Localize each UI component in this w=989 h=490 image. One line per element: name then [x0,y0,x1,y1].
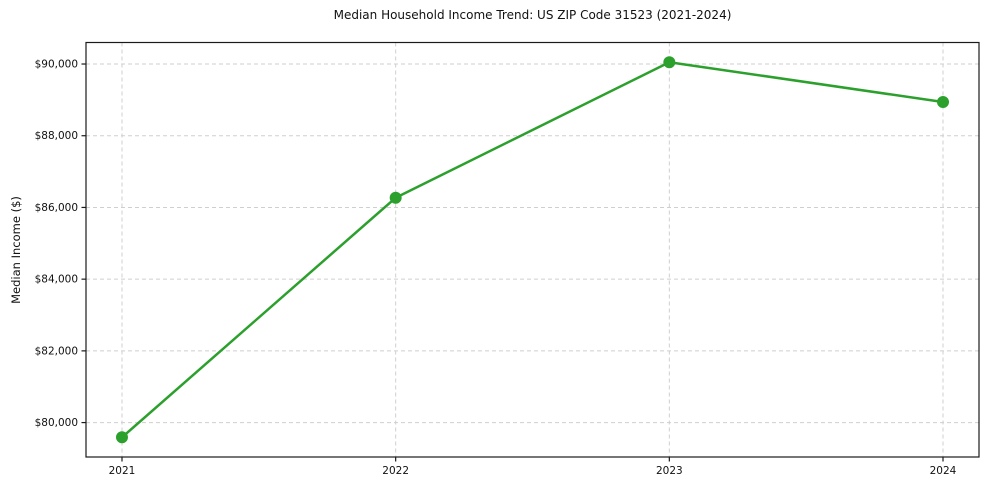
axes-box [85,41,980,458]
chart-title: Median Household Income Trend: US ZIP Co… [333,8,732,22]
y-tick-label: $82,000 [35,345,78,357]
data-point-marker [663,56,676,69]
data-point-marker [389,191,402,204]
y-tick-label: $80,000 [35,417,78,429]
y-tick-label: $84,000 [35,274,78,286]
x-tick-label: 2024 [930,465,957,477]
data-point-marker [116,431,128,444]
data-point-marker [937,96,949,109]
data-line [120,60,945,439]
y-tick-label: $86,000 [35,202,78,214]
y-tick-label: $90,000 [35,59,78,71]
x-tick-label: 2021 [109,465,136,477]
y-tick-label: $88,000 [35,130,78,142]
x-tick-label: 2023 [656,465,683,477]
x-tick-label: 2022 [382,465,409,477]
